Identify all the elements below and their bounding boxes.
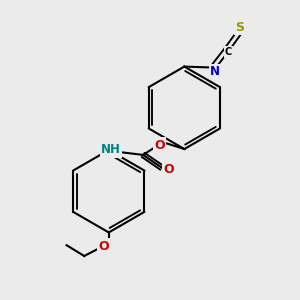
Text: O: O	[163, 163, 174, 176]
Text: S: S	[235, 21, 244, 34]
Text: C: C	[225, 47, 232, 57]
Text: O: O	[99, 240, 109, 253]
Text: O: O	[154, 139, 165, 152]
Text: NH: NH	[101, 143, 121, 157]
Text: N: N	[210, 65, 220, 78]
